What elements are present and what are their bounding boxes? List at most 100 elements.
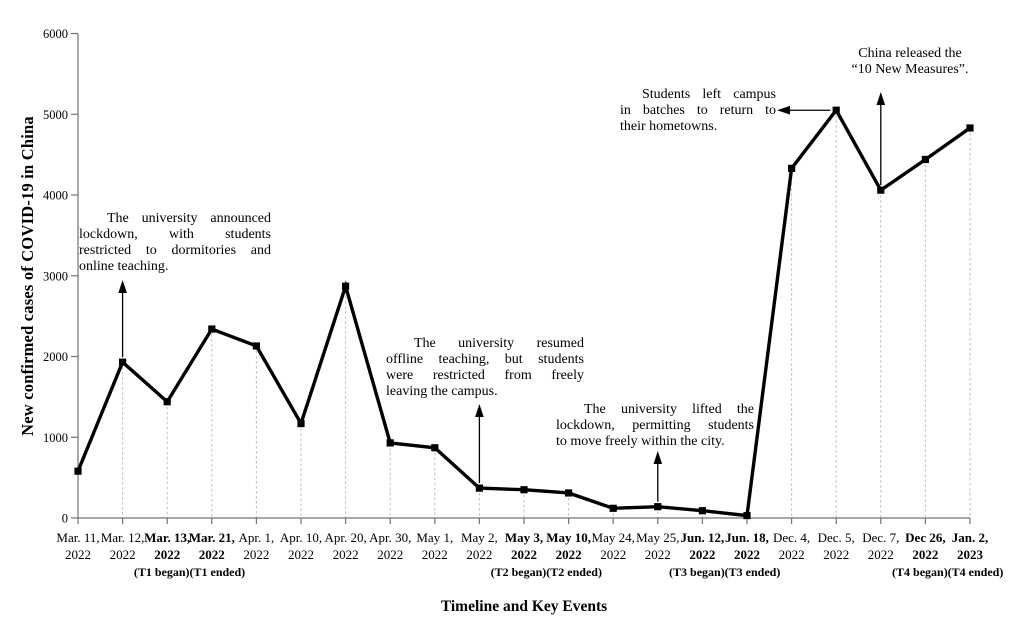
annotation-line: China released the: [858, 46, 962, 61]
x-tick-label-date: May 24,: [592, 530, 635, 545]
x-tick-label-year: 2022: [466, 547, 492, 562]
data-point-marker: [921, 155, 929, 164]
data-point-marker: [966, 124, 974, 132]
x-tick-label-date: Apr. 20,: [324, 530, 366, 545]
arrow-head-left: [777, 105, 790, 115]
x-tick-label-year: 2022: [779, 547, 805, 562]
annotation-line: their hometowns.: [620, 119, 718, 134]
data-point-marker: [208, 325, 216, 333]
x-tick-label-year: 2022: [734, 547, 760, 562]
data-point-marker: [877, 186, 885, 194]
period-label: (T3 began)(T3 ended): [669, 565, 780, 579]
data-point-marker: [788, 164, 796, 172]
x-tick-label-year: 2022: [199, 547, 225, 562]
annotation-lockdown-announced: The university announced lockdown, with …: [79, 211, 271, 275]
x-tick-label-date: Mar. 11,: [56, 530, 99, 545]
droplines-group: [77, 110, 971, 518]
y-tick-label: 5000: [43, 108, 68, 122]
y-tick-label: 1000: [43, 431, 68, 445]
annotation-line: lockdown, permitting students: [556, 418, 754, 433]
annotation-arrow: [876, 92, 886, 186]
x-tick-label-year: 2022: [243, 547, 269, 562]
annotation-line: The university resumed: [414, 336, 584, 351]
x-tick-label-year: 2022: [912, 547, 938, 562]
x-tick-label-date: May 25,: [636, 530, 679, 545]
arrow-head-up: [653, 451, 663, 464]
x-tick-label-year: 2022: [556, 547, 582, 562]
arrow-head-up: [876, 92, 886, 105]
x-tick-label-date: Apr. 30,: [369, 530, 411, 545]
annotation-line: to move freely within the city.: [556, 434, 725, 449]
annotation-line: The university lifted the: [584, 402, 754, 417]
x-tick-label-date: Mar. 21,: [189, 530, 235, 545]
period-label: (T1 began)(T1 ended): [134, 565, 245, 579]
x-tick-label-date: Dec. 7,: [862, 530, 899, 545]
x-tick-label-year: 2022: [511, 547, 537, 562]
period-label: (T2 began)(T2 ended): [491, 565, 602, 579]
annotation-arrow: [653, 451, 663, 502]
annotation-arrow: [777, 105, 831, 115]
x-tick-label-year: 2022: [868, 547, 894, 562]
annotation-lifted-lockdown: The university lifted the lockdown, perm…: [556, 402, 754, 450]
annotation-line: leaving the campus.: [386, 384, 498, 399]
annotation-line: offline teaching, but students: [386, 352, 584, 367]
annotation-line: Students left campus: [642, 87, 776, 102]
annotation-ten-new-measures: China released the “10 New Measures”.: [843, 46, 977, 78]
arrow-head-up: [475, 404, 484, 417]
annotation-line: online teaching.: [79, 259, 169, 274]
annotation-students-left-campus: Students left campus in batches to retur…: [620, 87, 776, 135]
data-point-marker: [119, 358, 127, 366]
x-tick-label-date: Mar. 12,: [101, 530, 145, 545]
x-tick-label-date: May 2,: [461, 530, 498, 545]
y-tick-label: 4000: [43, 189, 68, 203]
data-point-marker: [386, 439, 394, 447]
x-tick-label-year: 2022: [333, 547, 359, 562]
x-tick-label-year: 2022: [600, 547, 626, 562]
x-tick-label-date: May 3,: [505, 530, 543, 545]
x-tick-label-year: 2022: [110, 547, 136, 562]
annotation-line: restricted to dormitories and: [79, 243, 271, 258]
data-point-marker: [252, 342, 260, 350]
data-point-marker: [609, 504, 617, 512]
axes-group: 0 1000 2000 3000 4000 5000 6000 Mar. 11, 2022 Mar…: [43, 27, 1003, 579]
x-tick-label-date: Dec. 5,: [818, 530, 855, 545]
x-tick-label-date: Apr. 1,: [239, 530, 275, 545]
x-tick-label-date: Dec 26,: [905, 530, 945, 545]
x-axis-title: Timeline and Key Events: [440, 598, 608, 615]
data-point-marker: [342, 282, 350, 290]
annotation-arrow: [118, 280, 127, 358]
data-point-marker: [520, 486, 528, 494]
x-tick-label-date: Jun. 18,: [725, 530, 769, 545]
x-tick-label-year: 2022: [422, 547, 448, 562]
data-point-marker: [431, 444, 439, 452]
annotation-line: in batches to return to: [620, 103, 776, 118]
annotation-line: The university announced: [107, 211, 271, 226]
x-tick-label-date: Jan. 2,: [952, 530, 988, 545]
annotation-arrow: [475, 404, 484, 484]
x-tick-label-year: 2022: [154, 547, 180, 562]
y-tick-label: 3000: [43, 269, 68, 283]
x-tick-label-year: 2022: [377, 547, 403, 562]
x-tick-label-year: 2023: [957, 547, 984, 562]
x-tick-label-year: 2022: [823, 547, 849, 562]
y-tick-label: 0: [62, 512, 68, 526]
data-point-marker: [163, 398, 171, 406]
period-label: (T4 began)(T4 ended): [892, 565, 1003, 579]
x-tick-label-date: May 10,: [546, 530, 591, 545]
x-tick-label-year: 2022: [65, 547, 91, 562]
x-tick-label-date: May 1,: [416, 530, 453, 545]
data-point-marker: [698, 507, 706, 515]
markers-group: [74, 106, 974, 520]
data-point-marker: [654, 503, 662, 511]
data-point-marker: [565, 489, 573, 497]
x-tick-label-date: Mar. 13,: [144, 530, 190, 545]
annotation-line: lockdown, with students: [79, 227, 271, 242]
data-point-marker: [297, 419, 305, 428]
data-point-marker: [74, 467, 82, 475]
data-point-marker: [743, 511, 751, 520]
data-point-marker: [832, 106, 840, 114]
x-tick-label-date: Apr. 10,: [280, 530, 322, 545]
annotation-line: “10 New Measures”.: [851, 62, 969, 77]
